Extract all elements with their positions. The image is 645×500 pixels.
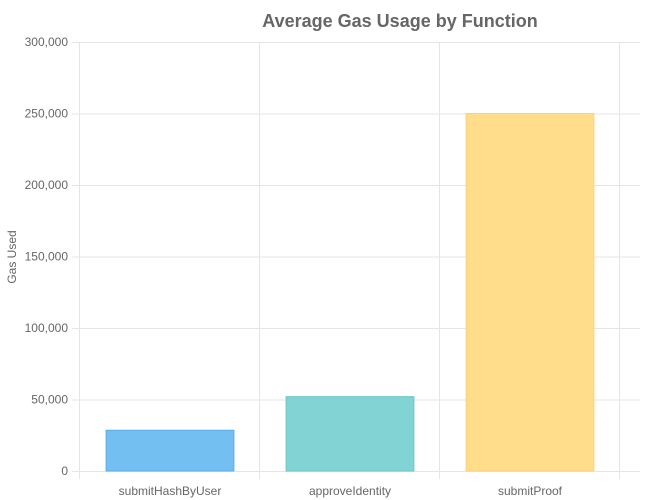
- y-tick-label: 200,000: [25, 178, 69, 192]
- chart-title: Average Gas Usage by Function: [262, 11, 537, 31]
- y-tick-label: 300,000: [25, 35, 69, 49]
- y-tick-label: 50,000: [31, 393, 68, 407]
- y-tick-labels: 0 50,000 100,000 150,000 200,000 250,000 300,0…: [25, 35, 69, 478]
- x-tick-labels: submitHashByUser approveIdentity submitPro…: [119, 484, 563, 498]
- x-tick-label: submitHashByUser: [119, 484, 222, 498]
- y-tick-label: 0: [61, 464, 68, 478]
- y-tick-label: 250,000: [25, 107, 69, 121]
- bar-submitHashByUser: [105, 429, 235, 472]
- y-axis-title: Gas Used: [5, 230, 19, 283]
- bar-approveIdentity: [285, 396, 415, 472]
- grid-lines: [72, 42, 640, 479]
- x-tick-label: approveIdentity: [309, 484, 391, 498]
- bars: [105, 113, 595, 472]
- y-tick-label: 150,000: [25, 250, 69, 264]
- y-tick-label: 100,000: [25, 321, 69, 335]
- bar-submitProof: [465, 113, 595, 472]
- x-tick-label: submitProof: [498, 484, 563, 498]
